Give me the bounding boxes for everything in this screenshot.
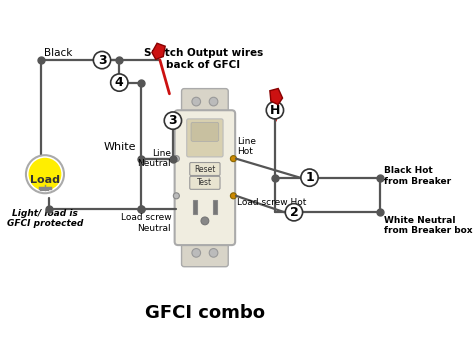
Circle shape [201, 217, 209, 225]
Text: White Neutral
from Breaker box: White Neutral from Breaker box [384, 216, 473, 235]
Circle shape [26, 155, 64, 193]
Circle shape [301, 169, 318, 186]
Circle shape [285, 204, 302, 221]
Text: 4: 4 [115, 76, 124, 89]
Text: 2: 2 [290, 206, 298, 219]
Circle shape [192, 97, 201, 106]
Text: H: H [270, 104, 280, 117]
FancyBboxPatch shape [190, 163, 220, 176]
Text: GFCI combo: GFCI combo [145, 304, 265, 322]
FancyBboxPatch shape [191, 122, 219, 141]
Circle shape [173, 193, 179, 199]
Circle shape [173, 155, 179, 162]
Text: 3: 3 [169, 114, 177, 127]
Text: Line
Hot: Line Hot [237, 137, 256, 156]
FancyBboxPatch shape [182, 239, 228, 267]
Circle shape [164, 112, 182, 129]
Text: Reset: Reset [194, 165, 216, 173]
Text: Load screw Hot: Load screw Hot [237, 198, 306, 207]
Text: Light/ load is
GFCI protected: Light/ load is GFCI protected [7, 209, 83, 228]
Text: White: White [103, 143, 136, 152]
Text: Test: Test [197, 178, 212, 187]
Text: Line
Neutral: Line Neutral [137, 149, 171, 168]
Circle shape [266, 101, 283, 119]
Circle shape [110, 74, 128, 91]
Bar [193, 200, 197, 214]
FancyBboxPatch shape [182, 88, 228, 116]
Text: Black Hot
from Breaker: Black Hot from Breaker [384, 166, 451, 186]
FancyBboxPatch shape [190, 176, 220, 189]
Polygon shape [270, 88, 283, 105]
Text: Black: Black [44, 48, 73, 58]
Bar [213, 200, 217, 214]
Circle shape [93, 52, 110, 69]
Text: 3: 3 [98, 54, 106, 67]
Text: Switch Output wires
back of GFCI: Switch Output wires back of GFCI [144, 48, 263, 69]
Polygon shape [152, 43, 165, 59]
Circle shape [28, 158, 61, 191]
Circle shape [209, 249, 218, 257]
Circle shape [209, 97, 218, 106]
Text: Load screw
Neutral: Load screw Neutral [120, 213, 171, 232]
FancyBboxPatch shape [174, 110, 235, 245]
Circle shape [230, 155, 237, 162]
Text: Load: Load [30, 175, 60, 185]
Circle shape [192, 249, 201, 257]
Text: 1: 1 [305, 171, 314, 184]
FancyBboxPatch shape [187, 119, 223, 157]
Circle shape [230, 193, 237, 199]
